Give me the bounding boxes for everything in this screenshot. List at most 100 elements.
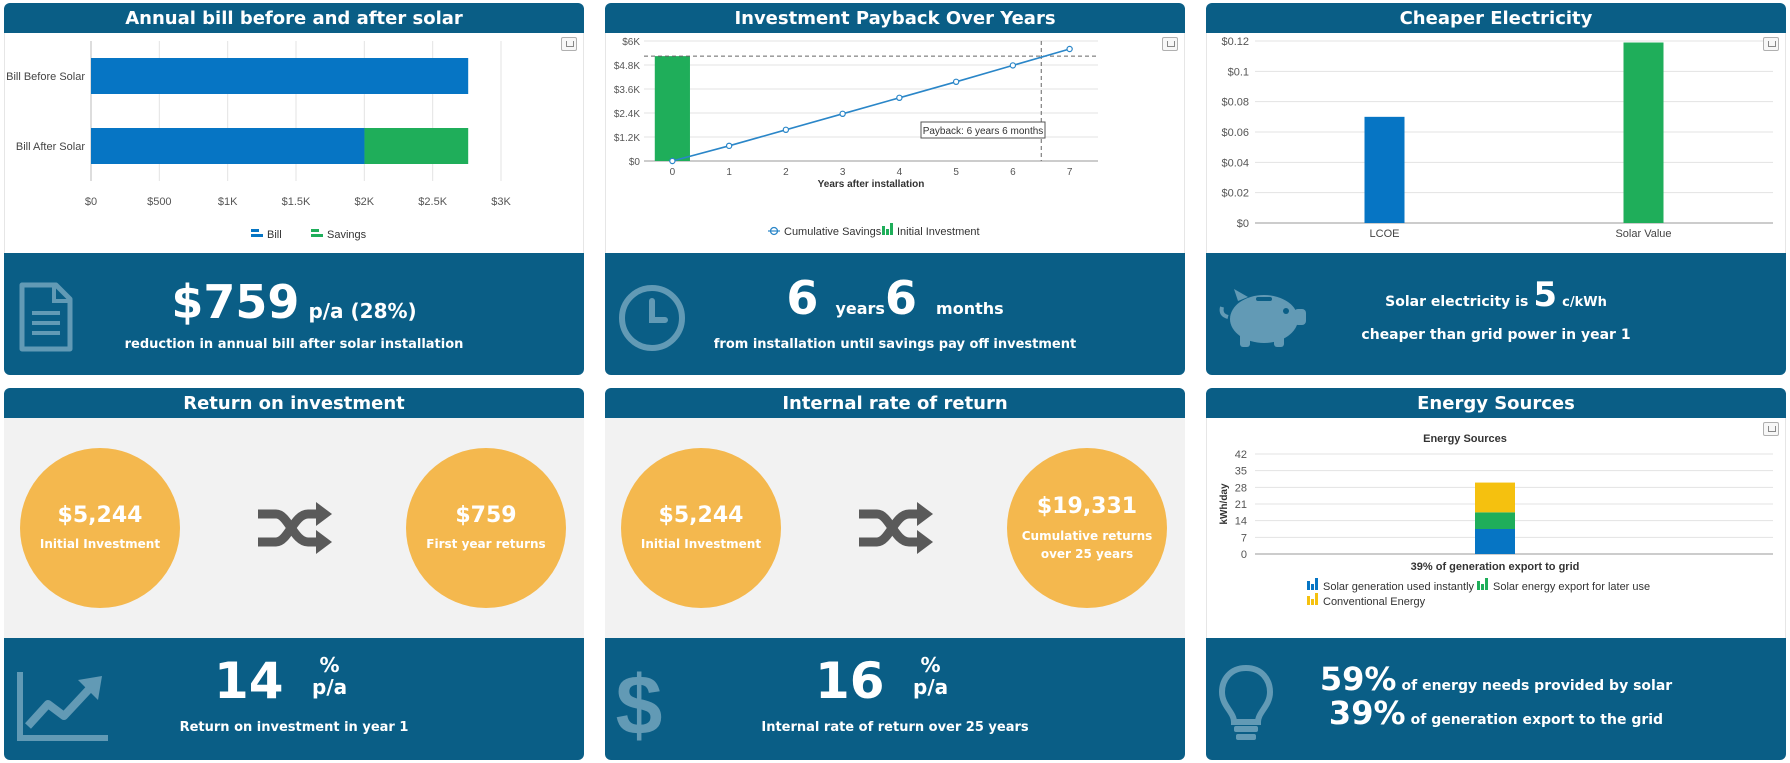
bar-bill bbox=[91, 58, 469, 94]
x-tick-label: 4 bbox=[897, 167, 903, 178]
chart-title: Energy Sources bbox=[1423, 433, 1507, 445]
energy-sources-chart: Energy Sources 0 7 14 21 28 35 42 kWh/day 39% of … bbox=[1219, 433, 1773, 608]
bar-lcoe bbox=[1364, 116, 1405, 223]
summary-footer: $ 16 % p/a Internal rate of return over … bbox=[605, 638, 1185, 760]
solar-needs-text: of energy needs provided by solar bbox=[1401, 678, 1673, 694]
x-tick-label: $3K bbox=[491, 196, 511, 208]
first-year-returns-amount: $759 bbox=[455, 503, 517, 528]
legend-symbol bbox=[1477, 581, 1480, 590]
export-text: of generation export to the grid bbox=[1410, 712, 1664, 728]
y-tick-label: $0.1 bbox=[1228, 66, 1249, 78]
irr-percent-sign: % bbox=[920, 653, 941, 677]
bill-reduction-caption: reduction in annual bill after solar ins… bbox=[124, 337, 464, 352]
legend-label: Cumulative Savings bbox=[784, 226, 882, 238]
x-tick-label: $2K bbox=[355, 196, 375, 208]
roi-percent-sign: % bbox=[319, 653, 340, 677]
piggy-bank-icon bbox=[1219, 289, 1306, 347]
x-axis-title: Years after installation bbox=[818, 179, 925, 190]
legend-symbol bbox=[890, 223, 893, 235]
panel-title: Annual bill before and after solar bbox=[4, 3, 584, 33]
y-tick-label: 0 bbox=[1241, 549, 1247, 561]
y-tick-label: $6K bbox=[622, 37, 640, 48]
y-tick-label: $0.02 bbox=[1221, 188, 1249, 200]
legend-symbol bbox=[1315, 593, 1318, 605]
category-label: 39% of generation export to grid bbox=[1411, 561, 1580, 573]
y-tick-label: $1.2K bbox=[614, 133, 640, 144]
bar-solar-value bbox=[1623, 42, 1664, 224]
export-percent: 39% bbox=[1328, 694, 1406, 732]
legend-symbol bbox=[886, 229, 889, 235]
category-label: Bill Before Solar bbox=[6, 71, 85, 83]
trend-up-icon bbox=[17, 672, 108, 741]
legend-label: Bill bbox=[267, 229, 282, 241]
document-icon bbox=[19, 282, 73, 352]
chart-container: $0 $1.2K $2.4K $3.6K $4.8K $6K 0 1 2 3 4 5 6 7 Years a… bbox=[605, 33, 1185, 253]
cumulative-returns-circle: $19,331 Cumulative returns over 25 years bbox=[1007, 448, 1167, 608]
cumulative-savings-point bbox=[1009, 62, 1017, 69]
x-tick-label: 5 bbox=[953, 167, 959, 178]
summary-footer: 6 years6 months from installation until … bbox=[605, 253, 1185, 375]
panel-return-on-investment: Return on investment $5,244 Initial Inve… bbox=[4, 388, 584, 760]
legend-symbol bbox=[1307, 581, 1310, 590]
initial-investment-circle: $5,244 Initial Investment bbox=[20, 448, 180, 608]
chart-export-button[interactable] bbox=[1763, 37, 1779, 51]
irr-value: 16 bbox=[815, 652, 885, 710]
first-year-returns-circle: $759 First year returns bbox=[406, 448, 566, 608]
panel-title: Cheaper Electricity bbox=[1206, 3, 1786, 33]
chart-export-button[interactable] bbox=[1763, 422, 1779, 436]
cheaper-value: 5 bbox=[1533, 275, 1558, 315]
irr-caption: Internal rate of return over 25 years bbox=[761, 720, 1029, 735]
cumulative-returns-label-line1: Cumulative returns bbox=[1021, 528, 1153, 543]
x-tick-label: 2 bbox=[783, 167, 789, 178]
y-tick-label: $2.4K bbox=[614, 109, 640, 120]
y-tick-label: $0 bbox=[1237, 218, 1249, 230]
cumulative-savings-point bbox=[839, 110, 846, 118]
cumulative-savings-point bbox=[896, 94, 903, 102]
svg-text:$: $ bbox=[616, 664, 663, 744]
summary-footer: 59% of energy needs provided by solar 39… bbox=[1206, 638, 1786, 760]
summary-footer: Solar electricity is 5 c/kWh cheaper tha… bbox=[1206, 253, 1786, 375]
x-tick-label: 0 bbox=[670, 167, 676, 178]
cheaper-electricity-chart: $0 $0.02 $0.04 $0.06 $0.08 $0.1 $0.12 LCOE Solar… bbox=[1221, 36, 1773, 240]
y-tick-label: $0.06 bbox=[1221, 127, 1249, 139]
y-tick-label: 7 bbox=[1241, 532, 1247, 544]
bar-savings bbox=[364, 128, 469, 164]
bar-segment bbox=[1475, 512, 1515, 529]
x-tick-label: 3 bbox=[840, 167, 846, 178]
initial-investment-label: Initial Investment bbox=[39, 537, 161, 551]
chart-export-button[interactable] bbox=[561, 37, 577, 51]
legend-symbol bbox=[251, 234, 263, 237]
legend-symbol bbox=[1485, 578, 1488, 590]
y-tick-label: 28 bbox=[1235, 482, 1247, 494]
panel-annual-bill: Annual bill before and after solar $0 $50… bbox=[4, 3, 584, 375]
chart-container: Energy Sources 0 7 14 21 28 35 42 kWh/day 39% of … bbox=[1206, 418, 1786, 638]
summary-footer: $759 p/a (28%) reduction in annual bill … bbox=[4, 253, 584, 375]
panel-payback: Investment Payback Over Years $0 $1.2K $2.… bbox=[605, 3, 1185, 375]
annual-bill-chart: $0 $500 $1K $1.5K $2K $2.5K $3K Bill Before Sol… bbox=[6, 41, 511, 241]
payback-months-unit: months bbox=[936, 299, 1004, 318]
irr-per-annum: p/a bbox=[913, 675, 949, 699]
legend-symbol bbox=[1311, 584, 1314, 590]
roi-caption: Return on investment in year 1 bbox=[179, 720, 409, 735]
cumulative-returns-label-line2: over 25 years bbox=[1040, 546, 1134, 561]
chart-export-button[interactable] bbox=[1162, 37, 1178, 51]
roi-value: 14 bbox=[214, 652, 284, 710]
initial-investment-circle: $5,244 Initial Investment bbox=[621, 448, 781, 608]
bill-reduction-value: $759 bbox=[171, 275, 300, 329]
initial-investment-amount: $5,244 bbox=[57, 503, 143, 528]
y-axis-title: kWh/day bbox=[1219, 483, 1230, 525]
lightbulb-icon bbox=[1218, 664, 1274, 740]
legend-symbol bbox=[311, 229, 319, 232]
chart-container: $0 $500 $1K $1.5K $2K $2.5K $3K Bill Before Sol… bbox=[4, 33, 584, 253]
cumulative-savings-line bbox=[672, 48, 1070, 162]
panel-energy-sources: Energy Sources Energy Sources 0 7 14 21 28 35 4… bbox=[1206, 388, 1786, 760]
x-tick-label: 7 bbox=[1067, 167, 1073, 178]
payback-months-value: 6 bbox=[884, 271, 917, 325]
initial-investment-label: Initial Investment bbox=[640, 537, 762, 551]
legend-symbol bbox=[882, 226, 885, 235]
y-tick-label: 35 bbox=[1235, 466, 1247, 478]
panel-internal-rate-of-return: Internal rate of return $5,244 Initial I… bbox=[605, 388, 1185, 760]
legend-symbol bbox=[311, 234, 323, 237]
y-tick-label: $0.08 bbox=[1221, 97, 1249, 109]
investment-flow: $5,244 Initial Investment $19,331 Cumula… bbox=[605, 418, 1185, 638]
